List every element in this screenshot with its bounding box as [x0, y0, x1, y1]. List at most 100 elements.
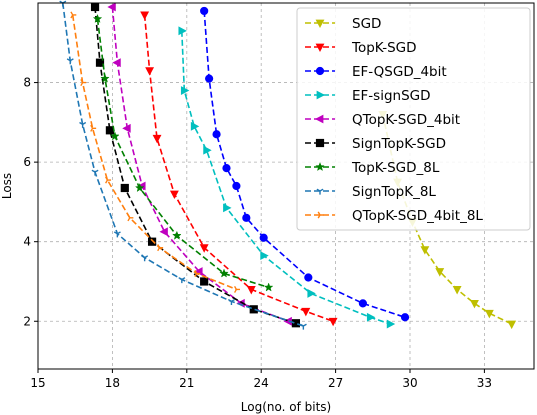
series-ef-qsgd-4bit: [200, 6, 410, 322]
data-point: [242, 213, 251, 222]
data-point: [105, 126, 115, 135]
data-point: [92, 13, 103, 23]
data-point: [316, 90, 326, 100]
data-point: [400, 313, 410, 322]
data-point: [291, 319, 301, 328]
data-point: [178, 277, 186, 284]
legend-box: [296, 7, 531, 231]
series-line: [203, 10, 406, 319]
data-point: [200, 277, 209, 286]
data-point: [317, 211, 324, 219]
y-axis: 2 4 6 8: [23, 76, 38, 328]
data-point: [420, 246, 430, 255]
legend-label: EF-QSGD_4bit: [352, 64, 447, 80]
legend-entry: TopK-SGD: [305, 40, 417, 56]
data-point: [232, 181, 241, 191]
legend-label: TopK-SGD_8L: [351, 160, 440, 176]
data-point: [223, 203, 232, 213]
y-axis-label: Loss: [0, 173, 14, 199]
data-point: [203, 145, 212, 155]
data-point: [507, 320, 517, 330]
data-point: [307, 288, 316, 298]
legend-label: SignTopK-SGD: [352, 136, 446, 152]
series-ef-signsgd: [178, 26, 396, 329]
data-point: [80, 79, 87, 87]
data-point: [328, 317, 338, 327]
legend-label: SGD: [352, 16, 381, 32]
x-tick-label: 18: [105, 376, 120, 390]
data-point: [90, 124, 97, 132]
data-point: [212, 130, 221, 139]
legend-entry: TopK-SGD_8L: [305, 160, 440, 176]
data-point: [219, 268, 229, 278]
x-axis-label: Log(no. of bits): [241, 400, 331, 414]
legend: SGD TopK-SGD EF-QSGD_4bit EF-signSGD QTopK-S…: [296, 7, 531, 231]
data-point: [120, 183, 129, 193]
data-point: [113, 231, 121, 238]
data-point: [470, 299, 479, 309]
series-line: [71, 14, 237, 291]
series-line: [143, 14, 334, 323]
data-point: [190, 121, 200, 131]
data-point: [386, 319, 396, 329]
y-tick-label: 4: [23, 235, 31, 249]
data-point: [110, 131, 120, 141]
series-topk-sgd: [140, 11, 338, 327]
data-point: [200, 6, 209, 16]
x-tick-label: 15: [30, 376, 45, 390]
legend-entry: QTopK-SGD_4bit: [305, 112, 460, 128]
data-point: [222, 163, 231, 173]
data-point: [233, 285, 240, 293]
legend-label: TopK-SGD: [351, 40, 417, 56]
data-point: [100, 73, 110, 83]
data-point: [301, 307, 311, 317]
x-tick-label: 27: [328, 376, 343, 390]
data-point: [314, 114, 324, 124]
legend-entry: SGD: [305, 16, 381, 32]
data-point: [145, 67, 155, 76]
data-point: [246, 286, 256, 295]
data-point: [159, 227, 168, 237]
data-point: [304, 273, 313, 282]
data-point: [172, 230, 182, 240]
x-tick-label: 21: [179, 376, 194, 390]
x-tick-label: 24: [254, 376, 269, 390]
data-point: [249, 305, 258, 314]
data-point: [205, 74, 214, 83]
data-point: [70, 11, 77, 19]
legend-label: SignTopK_8L: [352, 184, 436, 200]
legend-entry: QTopK-SGD_4bit_8L: [305, 208, 483, 224]
data-point: [127, 214, 134, 222]
series-topk-sgd-8l: [92, 13, 274, 292]
data-point: [122, 123, 131, 133]
data-point: [194, 270, 201, 278]
data-point: [178, 26, 187, 36]
data-point: [316, 188, 324, 195]
legend-entry: EF-QSGD_4bit: [305, 64, 447, 80]
data-point: [152, 134, 162, 144]
data-point: [141, 255, 149, 262]
series-qtopk-sgd-4bit-8l: [70, 11, 240, 293]
series-line: [94, 6, 297, 325]
legend-label: EF-signSGD: [352, 88, 431, 104]
data-point: [140, 11, 150, 20]
data-point: [315, 138, 325, 148]
data-point: [91, 169, 99, 176]
data-point: [263, 282, 274, 292]
data-point: [180, 86, 190, 95]
data-point: [435, 268, 445, 277]
data-point: [66, 58, 74, 65]
data-point: [315, 66, 325, 76]
data-point: [315, 43, 325, 53]
legend-entry: EF-signSGD: [305, 88, 431, 104]
data-point: [79, 121, 87, 128]
data-point: [105, 176, 112, 184]
data-point: [199, 244, 209, 253]
data-point: [315, 161, 325, 172]
plot-frame: [37, 2, 535, 370]
data-point: [95, 58, 105, 67]
data-point: [107, 2, 116, 12]
x-axis: 15 18 21 24 27 30 33: [30, 369, 492, 390]
data-point: [157, 244, 164, 252]
